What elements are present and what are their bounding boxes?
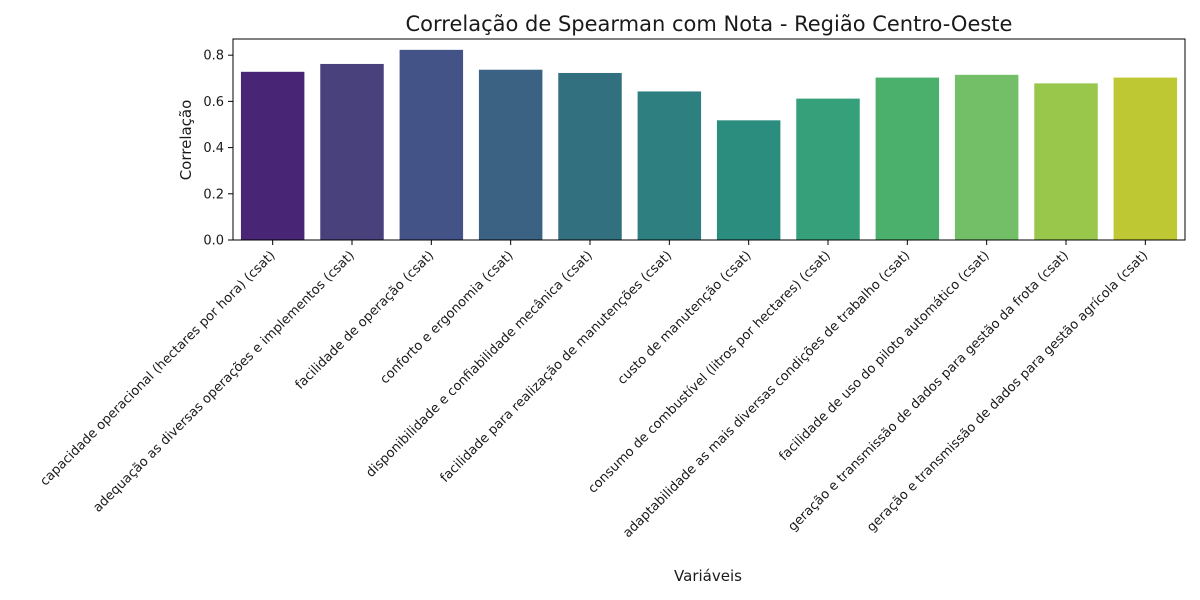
y-axis: 0.0 0.2 0.4 0.6 0.8 [203, 49, 233, 249]
x-tick-label: facilidade de operação (csat) [293, 248, 438, 393]
y-tick-label: 0.8 [203, 49, 224, 64]
y-tick-label: 0.4 [203, 141, 224, 156]
y-tick-label: 0.2 [203, 187, 224, 202]
bar [1034, 83, 1098, 240]
x-tick-label: geração e transmissão de dados para gest… [785, 248, 1071, 534]
x-tick-label: adaptabilidade as mais diversas condiçõe… [620, 248, 913, 541]
x-tick-label: adequação as diversas operações e implem… [90, 248, 357, 515]
x-tick-label: custo de manutenção (csat) [615, 248, 755, 388]
bar [558, 72, 622, 241]
chart-title: Correlação de Spearman com Nota - Região… [406, 12, 1013, 36]
x-tick-label: conforto e ergonomia (csat) [378, 248, 517, 387]
bar [796, 98, 860, 240]
bars-layer [240, 49, 1178, 241]
y-tick-label: 0.0 [203, 234, 224, 249]
plot-frame [232, 38, 1186, 241]
bar [478, 69, 543, 240]
y-tick-label: 0.6 [203, 95, 224, 110]
bar [954, 74, 1019, 240]
bar [716, 120, 781, 240]
bar [399, 49, 464, 240]
y-axis-label: Correlação [177, 100, 195, 181]
bar [320, 63, 384, 241]
bar [1113, 77, 1178, 240]
bar [637, 91, 702, 240]
bar [240, 71, 305, 240]
x-axis: capacidade operacional (hectares por hor… [37, 240, 1151, 541]
bar [875, 77, 940, 240]
x-tick-label: geração e transmissão de dados para gest… [864, 248, 1151, 535]
x-axis-label: Variáveis [674, 567, 742, 585]
